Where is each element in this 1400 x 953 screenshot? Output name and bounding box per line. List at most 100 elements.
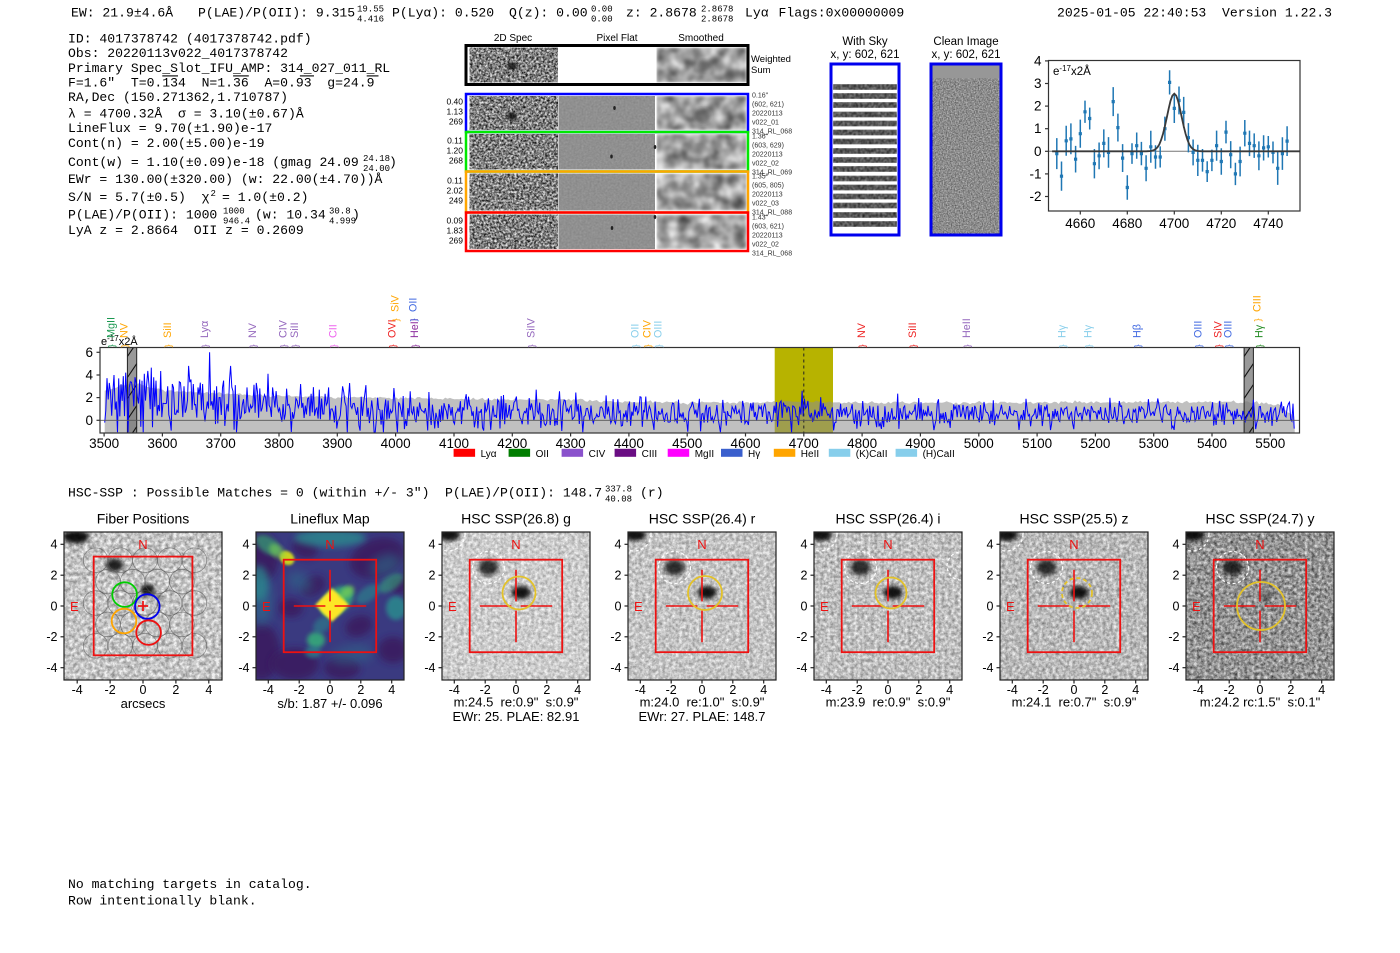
svg-text:Lyα: Lyα [199,321,211,338]
svg-text:4.999: 4.999 [329,217,356,227]
svg-text:249: 249 [449,196,463,206]
svg-text:2: 2 [429,569,436,583]
svg-text:0: 0 [513,683,520,697]
svg-text:CIII: CIII [1252,295,1264,312]
svg-text:4680: 4680 [1112,216,1142,231]
svg-text:λ = 4700.32Å σ = 3.10(±0.67)Å: λ = 4700.32Å σ = 3.10(±0.67)Å [68,107,304,122]
svg-text:-4: -4 [610,661,621,675]
svg-text:2.8678: 2.8678 [701,15,733,25]
svg-text:1000: 1000 [223,207,245,217]
svg-text:Q(z): 0.00: Q(z): 0.00 [509,6,588,21]
svg-text:2: 2 [915,683,922,697]
svg-text:E: E [1006,599,1015,614]
svg-text:Lineflux Map: Lineflux Map [290,511,370,527]
svg-text:4: 4 [51,538,58,552]
svg-text:}: } [107,344,118,347]
svg-text:m:24.1 re:0.7" s:0.9": m:24.1 re:0.7" s:0.9" [1012,695,1137,710]
svg-text:OIII: OIII [1223,321,1235,338]
svg-text:1.43": 1.43" [752,215,769,222]
svg-text:-2: -2 [238,630,249,644]
svg-text:}: } [279,344,290,347]
svg-text:LineFlux = 9.70(±1.90)e-17: LineFlux = 9.70(±1.90)e-17 [68,121,272,136]
svg-text:SiII: SiII [907,322,919,338]
svg-text:-2: -2 [1029,189,1041,204]
svg-text:-2: -2 [294,683,305,697]
svg-text:24.00: 24.00 [363,164,390,174]
svg-text:-4: -4 [449,683,460,697]
svg-text:2: 2 [1287,683,1294,697]
svg-text:0: 0 [615,599,622,613]
svg-text:4: 4 [1173,538,1180,552]
svg-text:}: } [1194,344,1205,347]
svg-text:4800: 4800 [847,436,877,451]
svg-text:}: } [962,344,973,347]
svg-text:4: 4 [243,538,250,552]
svg-text:0: 0 [1173,599,1180,613]
svg-text:20220113: 20220113 [752,111,783,118]
svg-text:(603, 621): (603, 621) [752,224,784,231]
svg-text:s/b: 1.87 +/- 0.096: s/b: 1.87 +/- 0.096 [277,696,382,711]
svg-text:Hβ: Hβ [1132,324,1144,338]
svg-text:Hγ: Hγ [748,449,760,460]
svg-text:v022_02: v022_02 [752,161,779,168]
svg-text:Clean Image: Clean Image [933,36,998,48]
svg-text:Primary Spec_Slot_IFU_AMP: 314: Primary Spec_Slot_IFU_AMP: 314_027_011_R… [68,61,390,76]
svg-text:2.02: 2.02 [446,186,463,196]
svg-text:-4: -4 [982,661,993,675]
svg-text:SiV: SiV [1213,320,1225,338]
svg-text:OII: OII [630,324,642,338]
svg-text:MgII: MgII [106,317,118,338]
svg-text:E: E [262,599,271,614]
svg-text:20220113: 20220113 [752,152,783,159]
svg-text:4: 4 [760,683,767,697]
svg-text:-4: -4 [263,683,274,697]
svg-text:}: } [1253,318,1264,321]
svg-text:Pixel Flat: Pixel Flat [596,33,637,44]
svg-text:1.20: 1.20 [446,146,463,156]
svg-text:}: } [527,344,538,347]
svg-text:): ) [389,155,397,170]
svg-text:MgII: MgII [695,449,714,460]
svg-text:-4: -4 [46,661,57,675]
svg-text:LyA z = 2.8664 OII z = 0.2609: LyA z = 2.8664 OII z = 0.2609 [68,223,304,238]
svg-text:}: } [1214,344,1225,347]
svg-text:m:24.2 rc:1.5" s:0.1": m:24.2 rc:1.5" s:0.1" [1200,695,1321,710]
svg-text:269: 269 [449,117,463,127]
svg-text:0.11: 0.11 [447,176,463,186]
svg-text:4: 4 [987,538,994,552]
svg-text:0: 0 [243,599,250,613]
svg-text:-4: -4 [72,683,83,697]
svg-text:OII: OII [536,449,549,460]
svg-text:}: } [1084,344,1095,347]
svg-text:HeII: HeII [409,318,421,338]
svg-text:4: 4 [946,683,953,697]
svg-text:0.40: 0.40 [446,97,463,107]
svg-text:S/N = 5.7(±0.5) χ: S/N = 5.7(±0.5) χ [68,190,210,205]
svg-text:0: 0 [51,599,58,613]
svg-text:HSC SSP(26.8) g: HSC SSP(26.8) g [461,511,571,527]
svg-text:314_RL_068: 314_RL_068 [752,251,792,258]
svg-text:}: } [1255,344,1266,347]
svg-text:E: E [1192,599,1201,614]
svg-text:314_RL_069: 314_RL_069 [752,170,792,177]
svg-text:4: 4 [205,683,212,697]
svg-text:4: 4 [615,538,622,552]
svg-text:ID: 4017378742 (4017378742.pdf: ID: 4017378742 (4017378742.pdf) [68,32,312,47]
svg-text:0.00: 0.00 [591,15,613,25]
svg-text:N: N [697,537,706,552]
svg-text:CIV: CIV [589,449,606,460]
svg-text:N: N [325,537,334,552]
svg-text:}: } [329,344,340,347]
svg-text:v022_03: v022_03 [752,201,779,208]
svg-text:N: N [883,537,892,552]
svg-text:4600: 4600 [730,436,760,451]
svg-text:OIII: OIII [1193,321,1205,338]
svg-text:Fiber Positions: Fiber Positions [97,511,190,527]
svg-text:-2: -2 [796,630,807,644]
svg-text:-2: -2 [46,630,57,644]
svg-text:}: } [1224,344,1235,347]
svg-text:20220113: 20220113 [752,192,783,199]
svg-text:OVI: OVI [387,319,399,338]
svg-text:Lyα: Lyα [481,449,497,460]
svg-text:0: 0 [85,413,93,428]
